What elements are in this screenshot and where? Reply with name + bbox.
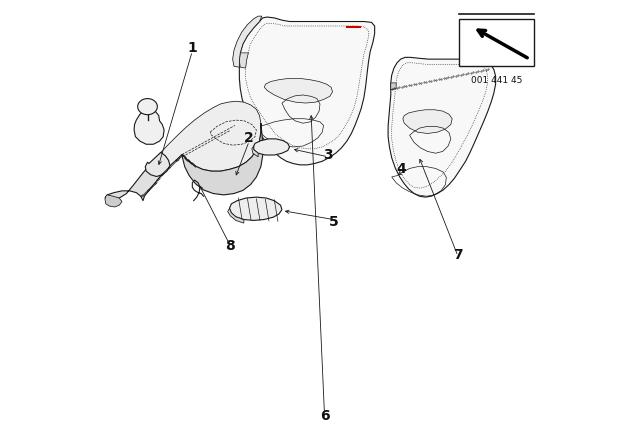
Bar (459, 19, 534, 66)
Text: 7: 7 (453, 248, 463, 263)
Text: 2: 2 (244, 131, 254, 145)
Polygon shape (182, 123, 262, 195)
Text: 5: 5 (328, 215, 339, 229)
Polygon shape (239, 53, 248, 68)
Polygon shape (403, 110, 452, 134)
Polygon shape (105, 195, 122, 207)
Polygon shape (157, 101, 261, 171)
Polygon shape (388, 57, 495, 197)
Polygon shape (253, 139, 289, 155)
Text: 3: 3 (323, 147, 333, 162)
Polygon shape (233, 16, 262, 67)
Polygon shape (230, 197, 282, 220)
Polygon shape (391, 83, 396, 90)
Polygon shape (145, 152, 170, 177)
Polygon shape (239, 17, 374, 165)
Polygon shape (105, 152, 163, 201)
Text: 001 441 45: 001 441 45 (471, 76, 522, 85)
Polygon shape (228, 208, 244, 223)
Polygon shape (134, 110, 164, 144)
Text: 6: 6 (319, 409, 330, 423)
Polygon shape (138, 99, 157, 115)
Text: 1: 1 (188, 41, 197, 56)
Polygon shape (252, 146, 258, 157)
Text: 4: 4 (397, 162, 406, 177)
Text: 8: 8 (225, 238, 234, 253)
Polygon shape (264, 78, 333, 103)
